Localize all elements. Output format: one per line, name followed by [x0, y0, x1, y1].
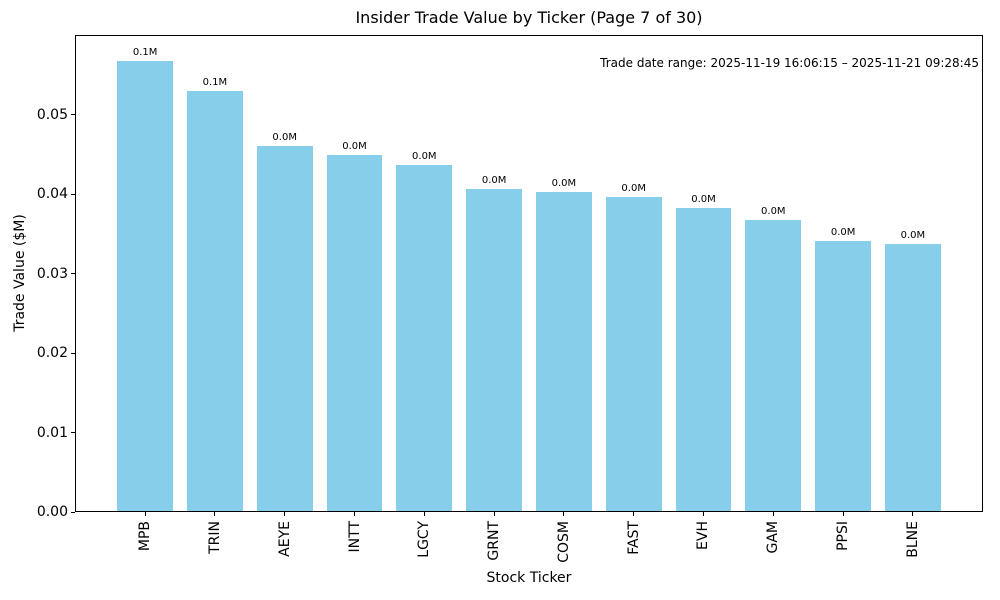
bar-value-label: 0.0M — [691, 193, 716, 205]
x-tick-label: TRIN — [206, 521, 223, 554]
bar-BLNE — [884, 244, 941, 511]
x-tick-mark — [493, 512, 495, 516]
bar-value-label: 0.0M — [272, 131, 297, 143]
x-tick-mark — [423, 512, 425, 516]
x-tick-label: MPB — [137, 521, 154, 552]
bar-MPB — [117, 61, 173, 511]
x-tick-label: BLNE — [904, 521, 921, 558]
x-tick-mark — [563, 512, 565, 516]
x-tick-label: COSM — [555, 521, 572, 563]
y-axis-label: Trade Value ($M) — [12, 214, 28, 332]
chart-title: Insider Trade Value by Ticker (Page 7 of… — [355, 8, 703, 27]
x-tick-mark — [284, 512, 286, 516]
bar-GRNT — [466, 189, 522, 511]
bar-COSM — [535, 192, 592, 511]
y-tick-mark — [71, 273, 75, 275]
y-tick-label: 0.03 — [36, 265, 68, 282]
bar-LGCY — [396, 164, 453, 511]
y-tick-label: 0.01 — [36, 424, 68, 441]
bar-INTT — [326, 155, 383, 511]
bar-PPSI — [815, 240, 871, 511]
y-tick-label: 0.05 — [36, 106, 68, 123]
bar-value-label: 0.0M — [761, 206, 786, 218]
trade-date-range-annotation: Trade date range: 2025-11-19 16:06:15 – … — [600, 56, 979, 70]
bar-value-label: 0.1M — [202, 76, 228, 88]
y-tick-label: 0.02 — [36, 345, 68, 362]
x-tick-label: PPSI — [835, 521, 852, 551]
x-tick-mark — [633, 512, 635, 516]
x-tick-mark — [842, 512, 844, 516]
x-tick-mark — [354, 512, 355, 516]
y-tick-mark — [71, 352, 75, 354]
y-tick-mark — [71, 511, 75, 513]
x-tick-label: GAM — [765, 521, 782, 554]
plot-area: 0.1M 0.1M 0.0M 0.0M 0.0M 0.0M 0.0M 0.0M 0.0M 0.0M… — [75, 35, 983, 512]
bar-value-label: 0.1M — [132, 47, 158, 59]
bar-EVH — [675, 207, 732, 511]
bar-TRIN — [186, 90, 243, 511]
x-tick-mark — [702, 512, 704, 516]
bar-FAST — [605, 197, 662, 511]
y-tick-mark — [71, 193, 75, 195]
bar-value-label: 0.0M — [481, 175, 507, 187]
x-tick-mark — [214, 512, 216, 516]
x-tick-label: GRNT — [486, 521, 503, 561]
y-tick-mark — [71, 114, 75, 116]
x-tick-mark — [912, 512, 914, 516]
bar-value-label: 0.0M — [830, 226, 856, 238]
bar-value-label: 0.0M — [412, 150, 437, 162]
bar-value-label: 0.0M — [900, 230, 926, 242]
x-tick-mark — [144, 512, 146, 516]
y-tick-label: 0.00 — [36, 504, 68, 520]
bar-AEYE — [256, 145, 313, 511]
bar-value-label: 0.0M — [621, 183, 646, 195]
x-tick-label: FAST — [625, 521, 642, 555]
x-tick-label: AEYE — [276, 521, 293, 557]
x-tick-label: INTT — [346, 521, 363, 553]
x-tick-label: EVH — [695, 521, 712, 550]
bar-GAM — [745, 220, 802, 511]
bar-value-label: 0.0M — [342, 141, 367, 153]
y-tick-label: 0.04 — [36, 186, 68, 203]
y-tick-mark — [71, 432, 75, 434]
x-tick-mark — [772, 512, 774, 516]
bar-value-label: 0.0M — [551, 178, 577, 190]
x-axis-label: Stock Ticker — [486, 570, 572, 586]
x-tick-label: LGCY — [416, 521, 433, 558]
